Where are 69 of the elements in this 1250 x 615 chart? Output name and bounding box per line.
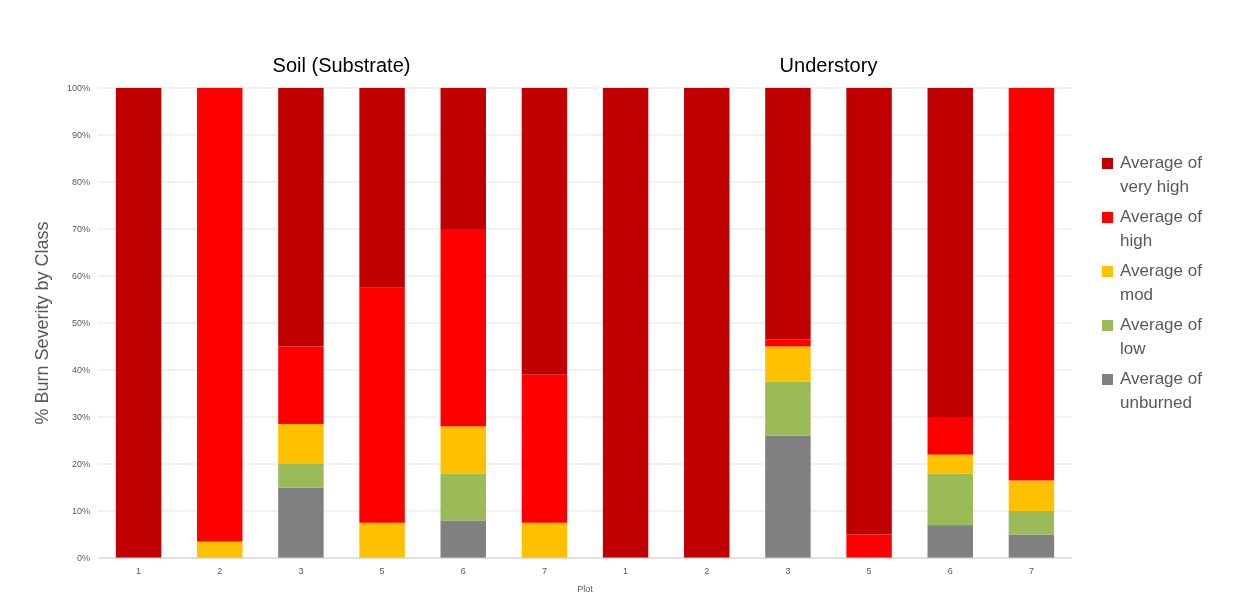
x-tick-label: 5 (866, 566, 872, 576)
bar (115, 88, 162, 558)
bar (359, 287, 405, 523)
bar (846, 88, 892, 535)
y-tick-label: 10% (71, 505, 90, 516)
x-tick-label: 3 (785, 566, 791, 576)
y-tick-label: 90% (71, 129, 90, 140)
bar (927, 417, 973, 455)
bar (1008, 480, 1055, 511)
bar (927, 454, 973, 474)
bar (440, 520, 486, 558)
bar (927, 525, 973, 558)
x-tick-label: 1 (136, 566, 142, 576)
bar (440, 229, 486, 427)
legend-label: Average of very high (1120, 153, 1203, 196)
legend-label: Average of low (1120, 315, 1203, 358)
bar (927, 88, 973, 417)
bar (765, 435, 811, 558)
bar (765, 346, 811, 382)
x-tick-label: 1 (623, 566, 629, 576)
x-tick-label: 7 (541, 566, 547, 576)
bar (846, 534, 892, 558)
y-axis-title: % Burn Severity by Class (32, 221, 52, 425)
text: Understory (779, 54, 878, 76)
legend-label: Average of high (1120, 207, 1203, 250)
bar (765, 88, 811, 340)
bar (1008, 88, 1055, 481)
x-tick-label: 6 (460, 566, 466, 576)
y-tick-label: 70% (71, 223, 90, 234)
y-tick-label: 20% (71, 458, 90, 469)
bar (278, 424, 324, 464)
bar (440, 88, 486, 229)
bar (602, 88, 649, 558)
legend-label: Average of unburned (1120, 369, 1203, 412)
bar (440, 473, 486, 521)
bar (359, 88, 405, 288)
x-tick-label: 6 (947, 566, 953, 576)
bar (765, 339, 811, 347)
y-tick-label: 40% (71, 364, 90, 375)
bar (1008, 534, 1055, 558)
bar (521, 522, 568, 558)
y-tick-label: 60% (71, 270, 90, 281)
bar (278, 487, 324, 558)
y-tick-label: 0% (76, 552, 90, 563)
bar (278, 464, 324, 488)
bar (197, 88, 243, 542)
bar (1008, 511, 1055, 535)
legend-label: Average of mod (1120, 261, 1203, 304)
bar (927, 473, 973, 526)
y-tick-label: 80% (71, 176, 90, 187)
y-tick-label: 30% (71, 411, 90, 422)
bar (359, 522, 405, 558)
y-tick-label: 100% (66, 82, 90, 93)
bar (521, 374, 568, 523)
bar (278, 346, 324, 425)
x-tick-label: 2 (704, 566, 710, 576)
bar (684, 88, 730, 558)
bar (278, 88, 324, 347)
bar (765, 381, 811, 436)
x-tick-label: 3 (298, 566, 304, 576)
x-tick-label: 2 (217, 566, 223, 576)
text: Soil (Substrate) (272, 54, 411, 76)
x-axis-title: Plot (577, 584, 594, 594)
y-tick-label: 50% (71, 317, 90, 328)
bar (197, 541, 243, 558)
x-tick-label: 7 (1028, 566, 1034, 576)
bar (440, 426, 486, 474)
x-tick-label: 5 (379, 566, 385, 576)
bar (521, 88, 568, 375)
